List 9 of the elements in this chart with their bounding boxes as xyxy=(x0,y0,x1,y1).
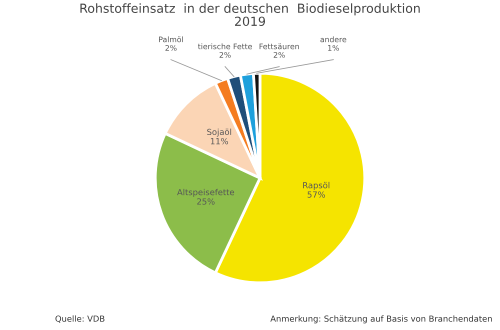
data-label: 57% xyxy=(308,191,326,198)
slice-label: Sojaöl xyxy=(207,128,232,137)
source-note: Quelle: VDB xyxy=(55,315,104,323)
slice-label: Altspeisefette xyxy=(177,188,234,197)
chart-title: Rohstoffeinsatz in der deutschen Biodieselproduktion 2019 xyxy=(80,3,420,26)
data-label: 25% xyxy=(197,198,215,205)
slice-label: Rapsöl xyxy=(303,182,330,190)
text: Anmerkung: Schätzung auf Basis von Branchendaten xyxy=(270,315,492,324)
data-label: 11% xyxy=(210,138,228,144)
